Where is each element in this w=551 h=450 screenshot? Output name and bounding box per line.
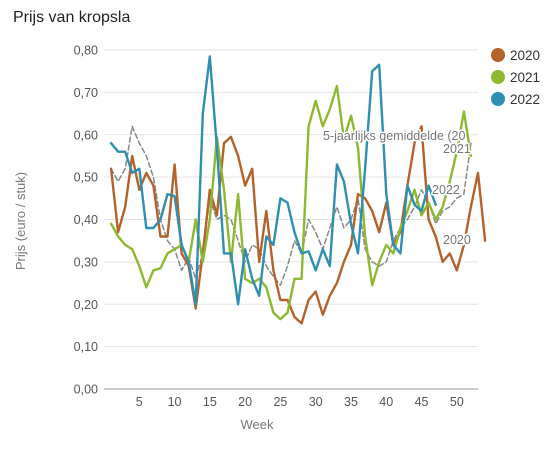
x-tick-label: 25 bbox=[273, 395, 287, 409]
series-end-label: 2020 bbox=[443, 233, 471, 247]
x-tick-label: 15 bbox=[203, 395, 217, 409]
y-tick-labels: 0,00 0,10 0,20 0,30 0,40 0,50 0,60 0,70 0,80 bbox=[74, 44, 98, 397]
x-tick-label: 40 bbox=[379, 395, 393, 409]
y-tick-label: 0,60 bbox=[74, 128, 98, 142]
chart-title: Prijs van kropsla bbox=[13, 9, 131, 26]
series-line-2022 bbox=[109, 55, 437, 306]
series-end-label-halo: 2021 bbox=[443, 142, 471, 156]
series-line-2020 bbox=[109, 125, 487, 325]
legend-marker bbox=[491, 70, 505, 84]
series-line-2021 bbox=[109, 84, 473, 321]
y-tick-label: 0,80 bbox=[74, 44, 98, 58]
y-tick-label: 0,20 bbox=[74, 298, 98, 312]
x-tick-label: 5 bbox=[136, 395, 143, 409]
gridlines bbox=[104, 49, 478, 348]
x-tick-label: 10 bbox=[168, 395, 182, 409]
y-axis-title: Prijs (euro / stuk) bbox=[13, 172, 28, 270]
series-end-label-halo: 5-jaarlijks gemiddelde (20 bbox=[323, 129, 465, 143]
y-tick-label: 0,70 bbox=[74, 86, 98, 100]
y-tick-label: 0,50 bbox=[74, 171, 98, 185]
legend-label: 2022 bbox=[510, 92, 540, 107]
x-tick-label: 50 bbox=[450, 395, 464, 409]
legend-marker bbox=[491, 48, 505, 62]
legend-marker bbox=[491, 92, 505, 106]
y-tick-label: 0,00 bbox=[74, 383, 98, 397]
y-tick-label: 0,10 bbox=[74, 340, 98, 354]
y-tick-label: 0,30 bbox=[74, 255, 98, 269]
x-tick-label: 45 bbox=[415, 395, 429, 409]
x-tick-label: 20 bbox=[238, 395, 252, 409]
x-tick-label: 35 bbox=[344, 395, 358, 409]
legend-label: 2021 bbox=[510, 70, 540, 85]
y-tick-label: 0,40 bbox=[74, 213, 98, 227]
x-tick-label: 30 bbox=[309, 395, 323, 409]
series-end-label: 2022 bbox=[432, 183, 460, 197]
legend: 2020 2021 2022 bbox=[491, 48, 540, 107]
series-line-average bbox=[110, 125, 472, 286]
legend-label: 2020 bbox=[510, 48, 540, 63]
series-end-label-halo: 2020 bbox=[443, 233, 471, 247]
x-tick-labels: 5 10 15 20 25 30 35 40 45 50 bbox=[136, 395, 464, 409]
x-axis-title: Week bbox=[241, 417, 274, 432]
series-end-label-halo: 2022 bbox=[432, 183, 460, 197]
series-end-label: 5-jaarlijks gemiddelde (20 bbox=[323, 129, 465, 143]
series-end-labels: 5-jaarlijks gemiddelde (205-jaarlijks ge… bbox=[322, 128, 473, 249]
series-lines bbox=[109, 55, 487, 325]
series-end-label: 2021 bbox=[443, 142, 471, 156]
